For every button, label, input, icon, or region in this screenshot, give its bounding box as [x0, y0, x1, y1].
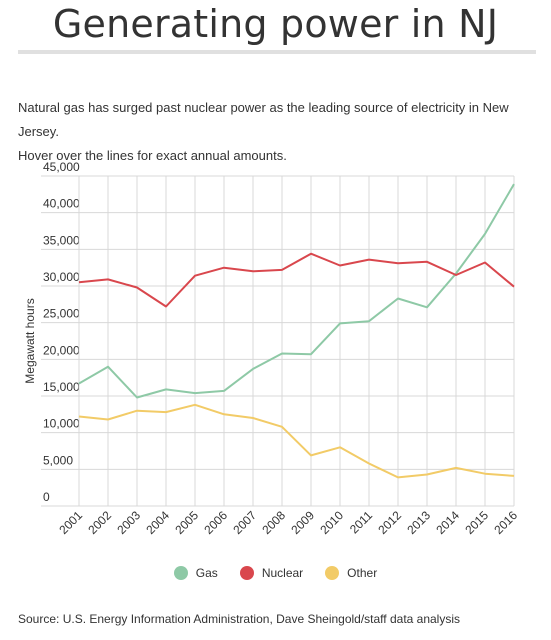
y-tick-label: 30,000 [43, 270, 80, 284]
y-tick-label: 35,000 [43, 233, 80, 247]
page-title: Generating power in NJ [52, 2, 499, 46]
x-tick-label: 2008 [259, 508, 288, 537]
y-tick-label: 25,000 [43, 307, 80, 321]
y-tick-label: 0 [43, 490, 50, 504]
legend-label-nuclear: Nuclear [261, 566, 304, 580]
x-tick-label: 2012 [375, 508, 404, 537]
legend-item-gas[interactable]: Gas [173, 566, 218, 580]
y-tick-label: 45,000 [43, 160, 80, 174]
source-note: Source: U.S. Energy Information Administ… [18, 612, 461, 626]
y-tick-label: 10,000 [43, 417, 80, 431]
y-axis-label: Megawatt hours [23, 298, 37, 383]
x-tick-label: 2011 [347, 508, 375, 536]
y-tick-label: 15,000 [43, 380, 80, 394]
x-tick-label: 2004 [143, 508, 172, 537]
series-line-gas[interactable] [78, 183, 515, 399]
legend-label-gas: Gas [195, 566, 218, 580]
description-line-1: Natural gas has surged past nuclear powe… [18, 100, 509, 139]
legend-label-other: Other [347, 566, 378, 580]
x-tick-label: 2015 [462, 508, 491, 537]
description-line-2: Hover over the lines for exact annual am… [18, 148, 287, 163]
series-line-other[interactable] [78, 403, 515, 479]
legend-swatch-nuclear [239, 566, 254, 580]
chart-description: Natural gas has surged past nuclear powe… [18, 96, 538, 168]
legend-swatch-other [325, 566, 340, 580]
x-tick-label: 2013 [404, 508, 433, 537]
x-tick-label: 2009 [288, 508, 317, 537]
y-tick-label: 40,000 [43, 197, 80, 211]
y-tick-label: 20,000 [43, 343, 80, 357]
x-tick-label: 2003 [114, 508, 143, 537]
y-tick-label: 5,000 [43, 453, 73, 467]
legend-item-other[interactable]: Other [325, 566, 377, 580]
x-tick-label: 2010 [317, 508, 346, 537]
x-tick-label: 2002 [85, 508, 114, 537]
x-tick-label: 2016 [491, 508, 520, 537]
x-tick-label: 2007 [230, 508, 259, 537]
line-chart[interactable]: 0 5,000 10,000 15,000 20,000 25,000 30,000 35,0… [0, 160, 551, 560]
chart-legend: Gas Nuclear Other [0, 566, 551, 580]
series-line-nuclear[interactable] [78, 252, 515, 308]
x-tick-label: 2006 [201, 508, 230, 537]
legend-item-nuclear[interactable]: Nuclear [239, 566, 304, 580]
legend-swatch-gas [173, 566, 188, 580]
title-divider [18, 50, 536, 54]
x-tick-label: 2005 [172, 508, 201, 537]
x-tick-label: 2014 [433, 508, 462, 537]
x-tick-label: 2001 [56, 508, 85, 537]
